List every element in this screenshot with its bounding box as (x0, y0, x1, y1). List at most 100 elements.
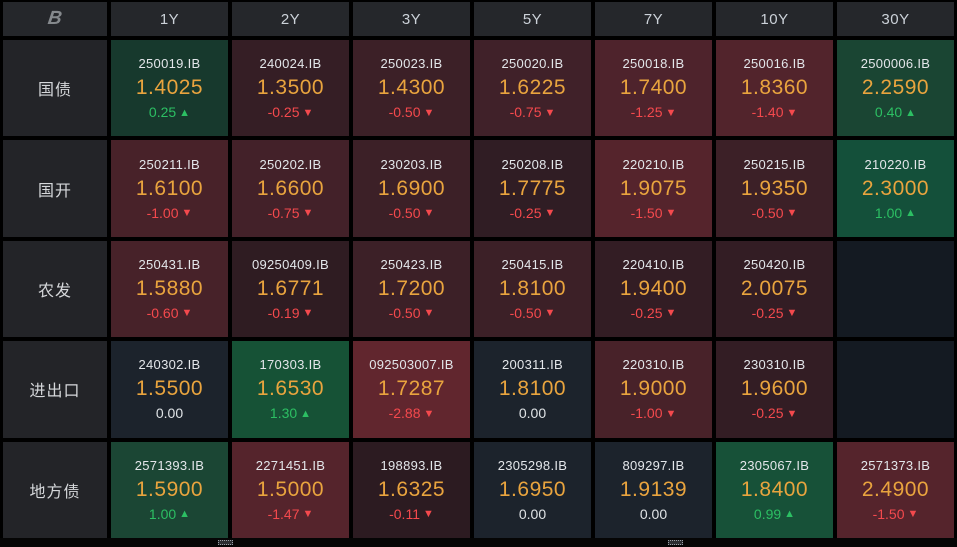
bond-cell[interactable]: 250018.IB 1.7400 -1.25 ▼ (595, 40, 712, 137)
bond-cell[interactable]: 240302.IB 1.5500 0.00 (111, 341, 228, 438)
bond-cell[interactable]: 250202.IB 1.6600 -0.75 ▼ (232, 140, 349, 237)
bond-cell[interactable]: 200311.IB 1.8100 0.00 (474, 341, 591, 438)
bond-cell[interactable]: 809297.IB 1.9139 0.00 (595, 441, 712, 538)
bond-cell[interactable]: 2500006.IB 2.2590 0.40 ▲ (837, 40, 954, 137)
bond-cell[interactable]: 250020.IB 1.6225 -0.75 ▼ (474, 40, 591, 137)
change-value: -2.88 (388, 405, 421, 422)
bond-cell[interactable]: 220410.IB 1.9400 -0.25 ▼ (595, 240, 712, 338)
bond-cell[interactable]: 2305067.IB 1.8400 0.99 ▲ (716, 441, 833, 538)
bond-code: 092503007.IB (369, 357, 454, 373)
down-arrow-icon: ▼ (665, 106, 677, 119)
down-arrow-icon: ▼ (423, 307, 435, 320)
bond-cell[interactable]: 250420.IB 2.0075 -0.25 ▼ (716, 240, 833, 338)
bond-change: -0.25 ▼ (752, 306, 798, 320)
bond-code: 2571373.IB (860, 457, 931, 473)
scroll-grip-left[interactable] (218, 540, 233, 545)
bond-change: -0.25 ▼ (631, 306, 677, 320)
bond-change: -1.50 ▼ (631, 206, 677, 220)
up-arrow-icon: ▲ (784, 508, 796, 521)
bottom-scrollbar-track[interactable] (0, 538, 957, 547)
down-arrow-icon: ▼ (422, 508, 434, 521)
change-value: 0.25 (148, 104, 177, 121)
bond-cell[interactable]: 240024.IB 1.3500 -0.25 ▼ (232, 40, 349, 137)
bond-code: 250415.IB (501, 256, 564, 272)
bond-cell[interactable]: 09250409.IB 1.6771 -0.19 ▼ (232, 240, 349, 338)
row-label: 进出口 (3, 341, 107, 438)
bond-cell[interactable]: 2271451.IB 1.5000 -1.47 ▼ (232, 441, 349, 538)
bond-cell[interactable]: 210220.IB 2.3000 1.00 ▲ (837, 140, 954, 237)
column-header-5y: 5Y (474, 2, 591, 36)
change-value: -0.50 (509, 304, 542, 321)
bond-code: 230310.IB (743, 357, 806, 373)
change-value: 0.00 (155, 405, 184, 422)
empty-cell (837, 240, 954, 338)
bond-cell[interactable]: 220210.IB 1.9075 -1.50 ▼ (595, 140, 712, 237)
bond-yield: 1.6325 (377, 477, 446, 501)
bond-cell[interactable]: 198893.IB 1.6325 -0.11 ▼ (353, 441, 470, 538)
bond-yield: 1.5900 (135, 477, 204, 501)
column-header-7y: 7Y (595, 2, 712, 36)
change-value: -0.19 (267, 304, 300, 321)
bond-cell[interactable]: 250023.IB 1.4300 -0.50 ▼ (353, 40, 470, 137)
bond-yield: 2.0075 (740, 276, 809, 300)
up-arrow-icon: ▲ (905, 106, 917, 119)
bond-cell[interactable]: 170303.IB 1.6530 1.30 ▲ (232, 341, 349, 438)
down-arrow-icon: ▼ (786, 207, 798, 220)
change-value: -1.00 (630, 405, 663, 422)
down-arrow-icon: ▼ (665, 407, 677, 420)
down-arrow-icon: ▼ (544, 106, 556, 119)
bond-cell[interactable]: 2571373.IB 2.4900 -1.50 ▼ (837, 441, 954, 538)
bond-code: 250431.IB (138, 256, 201, 272)
change-value: -0.25 (267, 104, 300, 121)
change-value: -0.25 (509, 204, 542, 221)
up-arrow-icon: ▲ (905, 207, 917, 220)
column-header-2y: 2Y (232, 2, 349, 36)
bond-cell[interactable]: 250431.IB 1.5880 -0.60 ▼ (111, 240, 228, 338)
down-arrow-icon: ▼ (423, 407, 435, 420)
down-arrow-icon: ▼ (302, 106, 314, 119)
bond-change: -0.50 ▼ (752, 206, 798, 220)
bond-code: 250023.IB (380, 56, 443, 72)
bond-cell[interactable]: 250215.IB 1.9350 -0.50 ▼ (716, 140, 833, 237)
bond-cell[interactable]: 250208.IB 1.7775 -0.25 ▼ (474, 140, 591, 237)
bond-code: 809297.IB (622, 457, 685, 473)
scroll-grip-right[interactable] (668, 540, 683, 545)
bond-cell[interactable]: 250016.IB 1.8360 -1.40 ▼ (716, 40, 833, 137)
bond-change: 0.00 (156, 406, 183, 420)
change-value: -1.50 (630, 204, 663, 221)
bond-cell[interactable]: 250423.IB 1.7200 -0.50 ▼ (353, 240, 470, 338)
bond-cell[interactable]: 2571393.IB 1.5900 1.00 ▲ (111, 441, 228, 538)
change-value: -0.25 (751, 304, 784, 321)
bond-yield: 1.6771 (256, 276, 325, 300)
bond-cell[interactable]: 2305298.IB 1.6950 0.00 (474, 441, 591, 538)
up-arrow-icon: ▲ (179, 106, 191, 119)
change-value: -0.60 (146, 304, 179, 321)
bond-change: -2.88 ▼ (389, 406, 435, 420)
change-value: 0.00 (518, 505, 547, 522)
down-arrow-icon: ▼ (423, 207, 435, 220)
bond-cell[interactable]: 092503007.IB 1.7287 -2.88 ▼ (353, 341, 470, 438)
down-arrow-icon: ▼ (786, 407, 798, 420)
up-arrow-icon: ▲ (300, 407, 312, 420)
bond-cell[interactable]: 230203.IB 1.6900 -0.50 ▼ (353, 140, 470, 237)
column-header-10y: 10Y (716, 2, 833, 36)
bond-cell[interactable]: 250415.IB 1.8100 -0.50 ▼ (474, 240, 591, 338)
change-value: -0.11 (389, 505, 420, 522)
bond-yield: 1.6600 (256, 176, 325, 200)
bond-cell[interactable]: 250211.IB 1.6100 -1.00 ▼ (111, 140, 228, 237)
bond-change: 0.00 (519, 507, 546, 521)
bond-change: 0.00 (640, 507, 667, 521)
bond-cell[interactable]: 220310.IB 1.9000 -1.00 ▼ (595, 341, 712, 438)
bond-code: 2305067.IB (739, 457, 810, 473)
bond-cell[interactable]: 230310.IB 1.9600 -0.25 ▼ (716, 341, 833, 438)
down-arrow-icon: ▼ (302, 207, 314, 220)
bond-code: 170303.IB (259, 357, 322, 373)
bond-yield: 1.5000 (256, 477, 325, 501)
bond-code: 210220.IB (864, 156, 927, 172)
bond-change: 0.99 ▲ (754, 507, 795, 521)
bond-yield: 1.6950 (498, 477, 567, 501)
bond-yield: 1.9000 (619, 377, 688, 401)
change-value: 0.00 (639, 505, 668, 522)
down-arrow-icon: ▼ (665, 207, 677, 220)
bond-cell[interactable]: 250019.IB 1.4025 0.25 ▲ (111, 40, 228, 137)
